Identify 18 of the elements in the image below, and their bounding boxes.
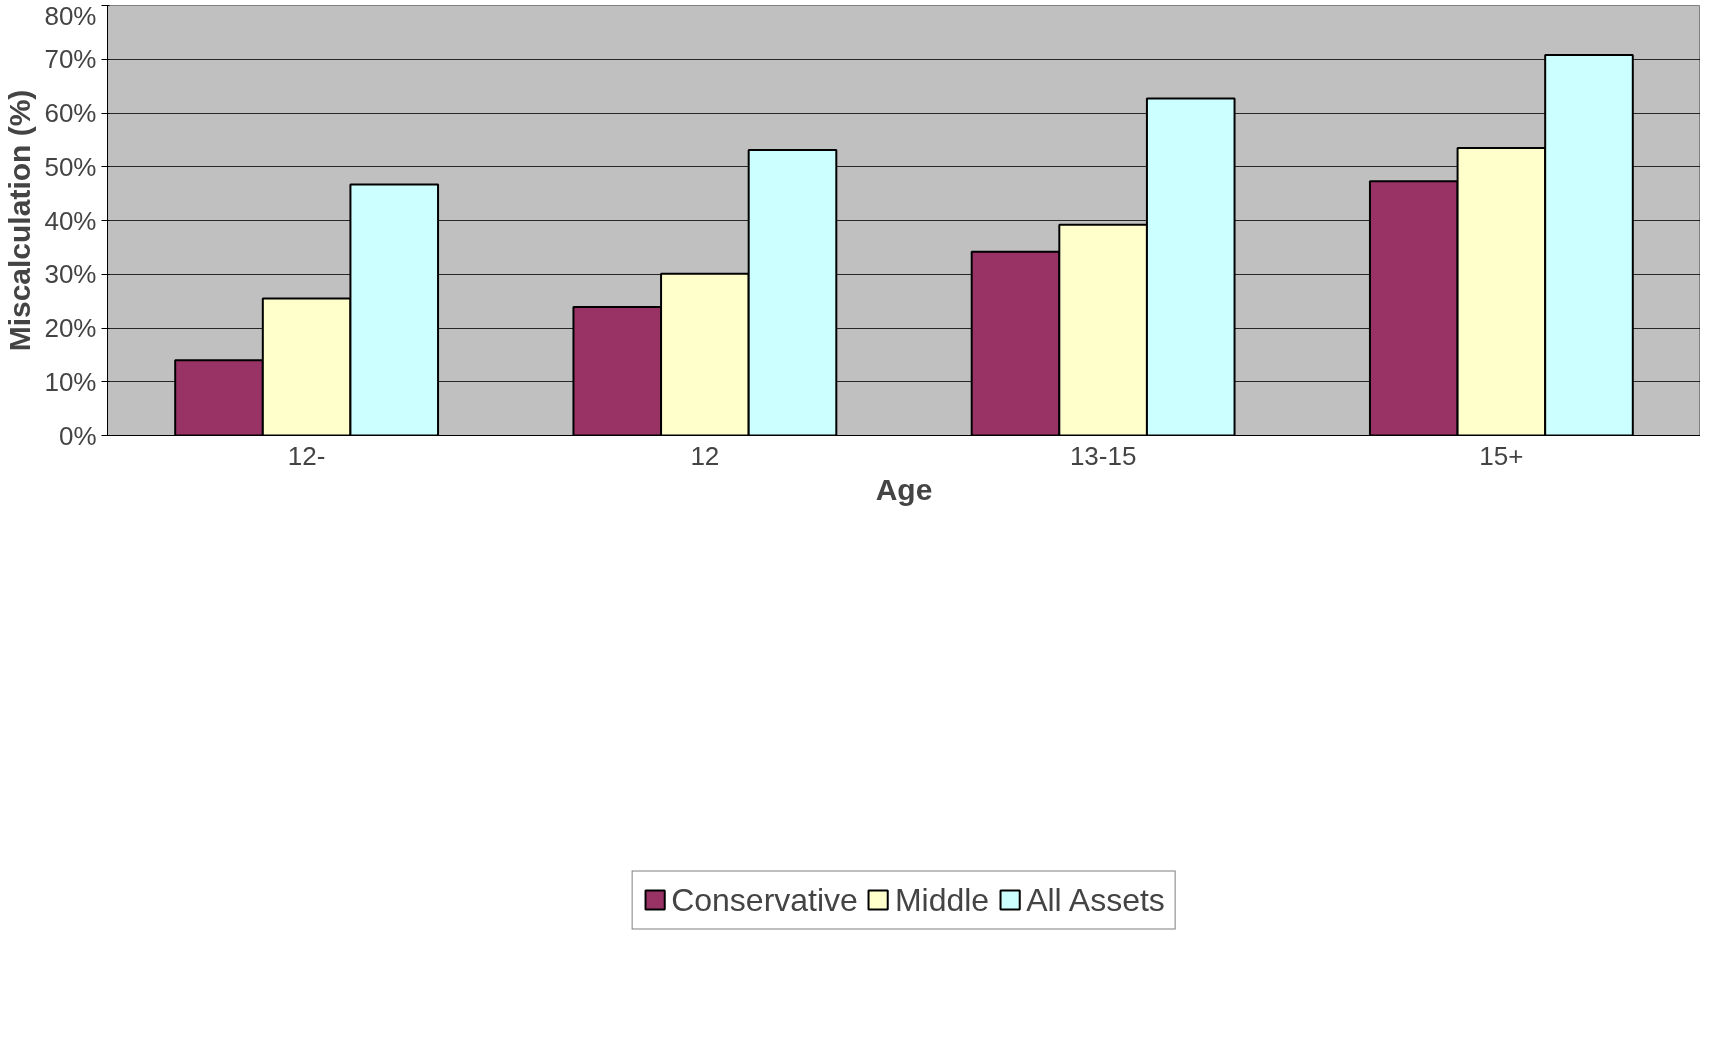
legend-label: All Assets: [1026, 881, 1165, 919]
y-tick-label: 20%: [44, 313, 97, 343]
y-tick-label: 60%: [44, 98, 97, 128]
y-tick-label: 40%: [44, 205, 97, 236]
y-tick-label: 80%: [44, 0, 97, 31]
y-tick-label: 50%: [44, 151, 97, 182]
y-axis-title: Miscalculation (%): [3, 89, 37, 352]
y-tick-label: 10%: [44, 366, 97, 397]
x-axis-title: Age: [875, 472, 933, 506]
x-tick-label: 15+: [1479, 440, 1524, 471]
legend-label: Middle: [894, 881, 990, 919]
y-tick-label: 70%: [44, 44, 97, 75]
x-tick-label: 12: [690, 440, 720, 471]
x-tick-label: 12-: [287, 440, 326, 471]
y-tick-label: 0%: [58, 420, 97, 451]
x-tick-label: 13-15: [1069, 440, 1137, 471]
legend-label: Conservative: [671, 881, 858, 919]
y-tick-label: 30%: [44, 259, 97, 290]
